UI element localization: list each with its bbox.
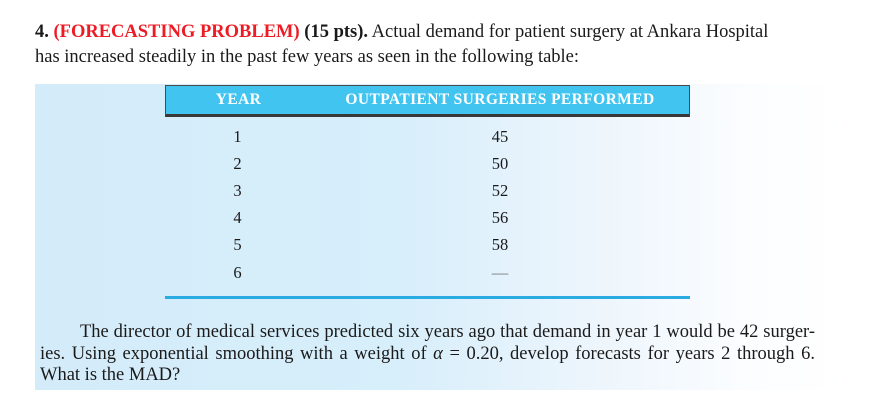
question-line-2: ies. Using exponential smoothing with a … xyxy=(40,344,815,366)
problem-number: 4. xyxy=(35,22,54,42)
year-cell: 4 xyxy=(233,208,242,228)
column-header-year: YEAR xyxy=(215,91,262,108)
table-row: 2 50 xyxy=(165,150,690,177)
question-line-2-pre: ies. Using exponential smoothing with a … xyxy=(40,343,434,364)
table-bottom-rule xyxy=(165,296,690,299)
year-cell: 6 xyxy=(233,262,242,282)
surgeries-cell: 52 xyxy=(491,180,509,200)
question-line-1: The director of medical services predict… xyxy=(80,322,815,342)
table-body: 1 45 2 50 3 52 4 56 5 58 6 — xyxy=(165,123,690,286)
problem-points: (15 pts). xyxy=(299,22,369,42)
year-cell: 3 xyxy=(233,180,242,200)
question-line-3: What is the MAD? xyxy=(40,365,181,385)
table-row: 1 45 xyxy=(165,123,690,150)
problem-tag: (FORECASTING PROBLEM) xyxy=(53,22,300,42)
column-header-surgeries: OUTPATIENT SURGERIES PERFORMED xyxy=(345,91,655,108)
year-cell: 5 xyxy=(233,235,242,255)
table-row: 3 52 xyxy=(165,177,690,204)
alpha-symbol: α xyxy=(433,343,443,364)
question-line-2-post: = 0.20, develop forecasts for years 2 th… xyxy=(442,343,815,364)
problem-title-line-1: 4. (FORECASTING PROBLEM) (15 pts). Actua… xyxy=(35,20,845,45)
surgeries-cell: 50 xyxy=(491,153,509,173)
surgeries-cell: 45 xyxy=(491,126,509,146)
problem-title-line-2: has increased steadily in the past few y… xyxy=(35,46,580,67)
table-row: 4 56 xyxy=(165,205,690,232)
table-row: 6 — xyxy=(165,259,690,286)
surgeries-cell-dash: — xyxy=(491,262,509,282)
table-row: 5 58 xyxy=(165,232,690,259)
problem-intro-text: Actual demand for patient surgery at Ank… xyxy=(368,22,769,42)
table-header-row: YEAR OUTPATIENT SURGERIES PERFORMED xyxy=(165,85,690,117)
surgeries-cell: 56 xyxy=(491,208,509,228)
problem-statement: 4. (FORECASTING PROBLEM) (15 pts). Actua… xyxy=(35,20,845,69)
question-paragraph: The director of medical services predict… xyxy=(40,322,815,387)
surgeries-cell: 58 xyxy=(491,235,509,255)
year-cell: 1 xyxy=(233,126,242,146)
year-cell: 2 xyxy=(233,153,242,173)
table-background-panel xyxy=(35,84,845,390)
